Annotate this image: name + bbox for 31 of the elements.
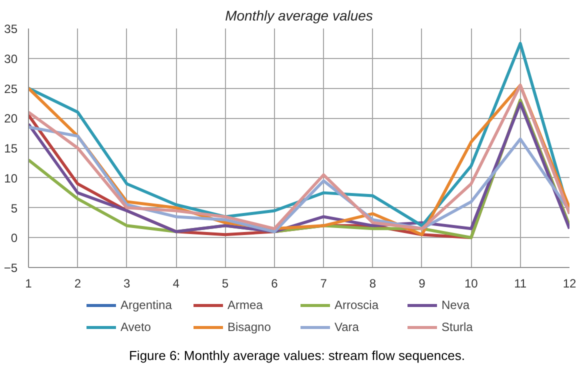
y-tick-label: 20 (4, 112, 18, 126)
x-tick-label: 10 (464, 276, 478, 290)
y-tick-label: 25 (4, 82, 18, 96)
legend-label: Vara (334, 320, 360, 334)
legend-label: Armea (228, 298, 264, 312)
x-tick-label: 5 (222, 276, 229, 290)
legend-label: Aveto (120, 320, 152, 334)
x-tick-label: 6 (271, 276, 278, 290)
caption: Figure 6: Monthly average values: stream flow sequences. (128, 347, 465, 365)
x-tick-label: 3 (124, 276, 131, 290)
legend-label: Sturla (442, 320, 474, 334)
x-tick-label: 8 (369, 276, 376, 290)
y-tick-label: 15 (4, 142, 18, 156)
x-tick-label: 7 (320, 276, 328, 290)
legend-label: Neva (442, 298, 471, 312)
x-tick-label: 1 (25, 276, 32, 290)
chart-title: Monthly average values (225, 8, 373, 24)
y-tick-label: 5 (10, 201, 18, 216)
legend-label: Argentina (120, 298, 173, 312)
y-tick-label: 35 (4, 22, 18, 36)
y-tick-label: 10 (4, 171, 18, 186)
x-tick-label: 4 (172, 276, 180, 290)
x-tick-label: 12 (562, 276, 576, 290)
legend-label: Arroscia (334, 298, 380, 312)
x-tick-label: 11 (514, 276, 527, 290)
y-tick-label: 30 (4, 52, 18, 66)
y-tick-label: −5 (4, 261, 18, 275)
x-tick-label: 2 (74, 276, 82, 290)
x-tick-label: 9 (418, 276, 426, 290)
y-tick-label: 0 (10, 231, 18, 246)
legend-label: Bisagno (228, 320, 272, 334)
